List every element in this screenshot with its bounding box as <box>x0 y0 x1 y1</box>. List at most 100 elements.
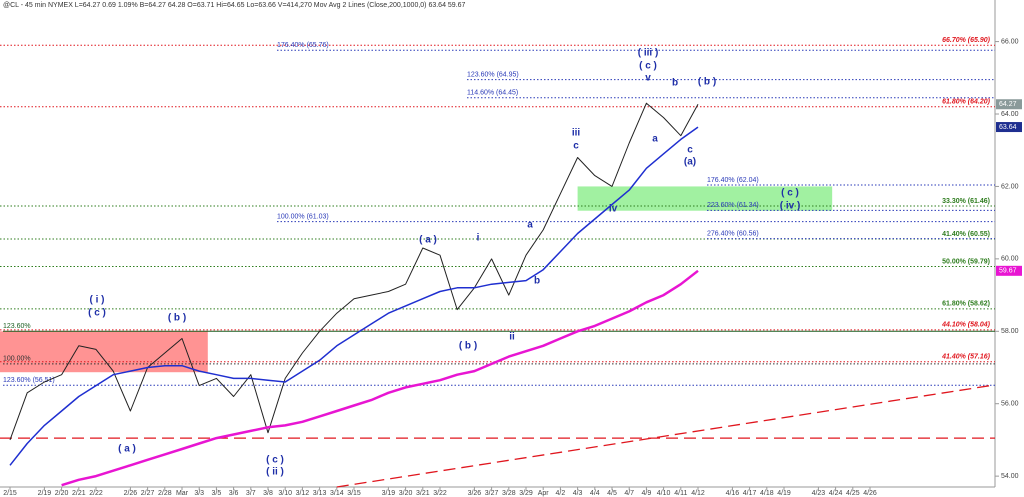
level-label: 66.70% (65.90) <box>942 37 991 44</box>
wave-label: ( c ) <box>266 455 284 466</box>
x-tick-label: 4/18 <box>760 490 774 497</box>
level-label: 276.40% (60.56) <box>707 230 759 237</box>
x-tick-label: 2/15 <box>3 490 17 497</box>
wave-label: ( iii ) <box>638 48 659 59</box>
level-label: 100.00% (61.03) <box>277 213 329 220</box>
level-label: 176.40% (65.76) <box>277 42 329 49</box>
series-line <box>9 126 699 466</box>
price-tag <box>996 122 1022 133</box>
wave-label: ( ii ) <box>266 467 284 478</box>
wave-label: ( c ) <box>781 188 799 199</box>
x-tick-label: 3/21 <box>416 490 430 497</box>
x-tick-label: 4/4 <box>590 490 600 497</box>
trendline <box>336 384 991 488</box>
wave-label: b <box>672 78 678 89</box>
x-tick-label: 3/13 <box>313 490 327 497</box>
x-tick-label: 3/10 <box>278 490 292 497</box>
level-label: 123.60% <box>3 323 31 330</box>
wave-label: c <box>573 141 579 152</box>
y-tick-label: 56.00 <box>1001 401 1019 408</box>
wave-label: c <box>687 145 693 156</box>
wave-label: ( a ) <box>118 444 136 455</box>
wave-label: (a) <box>684 157 696 168</box>
x-tick-label: 4/11 <box>674 490 687 497</box>
x-tick-label: 3/6 <box>229 490 239 497</box>
x-tick-label: Apr <box>538 490 550 497</box>
x-tick-label: 3/20 <box>399 490 413 497</box>
x-tick-label: 3/22 <box>433 490 447 497</box>
x-tick-label: 4/3 <box>573 490 583 497</box>
y-tick-label: 62.00 <box>1001 183 1019 190</box>
y-tick-label: 58.00 <box>1001 328 1019 335</box>
x-tick-label: 3/27 <box>485 490 499 497</box>
x-tick-label: 2/21 <box>72 490 86 497</box>
x-tick-label: 4/10 <box>657 490 671 497</box>
x-tick-label: 3/3 <box>194 490 204 497</box>
level-label: 41.40% (57.16) <box>941 354 991 361</box>
wave-label: ( c ) <box>88 308 106 319</box>
x-tick-label: 4/2 <box>556 490 566 497</box>
wave-label: ( b ) <box>168 313 186 324</box>
wave-label: ( i ) <box>90 295 105 306</box>
x-tick-label: 2/28 <box>158 490 172 497</box>
price-tag <box>996 265 1022 276</box>
x-tick-label: 3/14 <box>330 490 344 497</box>
x-tick-label: Mar <box>176 490 189 497</box>
x-tick-label: 2/26 <box>124 490 138 497</box>
x-tick-label: 4/16 <box>726 490 740 497</box>
level-label: 123.60% (56.51) <box>3 377 55 384</box>
x-tick-label: 3/28 <box>502 490 516 497</box>
wave-label: b <box>534 276 540 287</box>
level-label: 44.10% (58.04) <box>941 322 991 329</box>
series-line <box>61 269 699 487</box>
x-tick-label: 4/24 <box>829 490 843 497</box>
x-tick-label: 3/26 <box>468 490 482 497</box>
x-tick-label: 3/15 <box>347 490 361 497</box>
x-tick-label: 3/29 <box>519 490 533 497</box>
wave-label: v <box>645 73 651 84</box>
x-tick-label: 4/7 <box>624 490 634 497</box>
x-tick-label: 4/9 <box>642 490 652 497</box>
x-tick-label: 2/19 <box>38 490 52 497</box>
level-label: 50.00% (59.79) <box>942 258 990 265</box>
y-tick-label: 66.00 <box>1001 38 1019 45</box>
price-tag <box>996 99 1022 110</box>
x-tick-label: 2/22 <box>89 490 103 497</box>
level-label: 123.60% (64.95) <box>467 71 519 78</box>
level-label: 61.80% (58.62) <box>942 301 990 308</box>
wave-label: i <box>477 233 480 244</box>
wave-label: ( iv ) <box>780 201 801 212</box>
x-tick-label: 3/19 <box>382 490 396 497</box>
level-label: 33.30% (61.46) <box>942 198 990 205</box>
chart-title: @CL - 45 min NYMEX L=64.27 0.69 1.09% B=… <box>3 2 466 9</box>
y-tick-label: 64.00 <box>1001 111 1019 118</box>
x-tick-label: 4/23 <box>812 490 826 497</box>
x-tick-label: 4/17 <box>743 490 757 497</box>
price-tag-label: 59.67 <box>999 268 1017 275</box>
wave-label: a <box>652 134 658 145</box>
price-tag-label: 64.27 <box>999 101 1017 108</box>
price-tag-label: 63.64 <box>999 124 1017 131</box>
x-tick-label: 4/25 <box>846 490 860 497</box>
x-tick-label: 2/27 <box>141 490 155 497</box>
x-tick-label: 4/12 <box>691 490 705 497</box>
wave-label: ( b ) <box>459 341 477 352</box>
wave-label: iii <box>572 128 581 139</box>
level-label: 176.40% (62.04) <box>707 177 759 184</box>
x-tick-label: 3/7 <box>246 490 256 497</box>
y-tick-label: 54.00 <box>1001 473 1019 480</box>
level-label: 223.60% (61.34) <box>707 202 759 209</box>
x-tick-label: 4/19 <box>777 490 791 497</box>
level-label: 100.00% <box>3 356 31 363</box>
x-tick-label: 2/20 <box>55 490 69 497</box>
x-tick-label: 3/8 <box>263 490 273 497</box>
wave-label: ( a ) <box>419 235 437 246</box>
wave-label: iv <box>609 204 618 215</box>
wave-label: ( b ) <box>698 77 716 88</box>
x-tick-label: 3/12 <box>296 490 310 497</box>
wave-label: a <box>527 220 533 231</box>
wave-label: ( c ) <box>639 61 657 72</box>
wave-label: ii <box>509 332 515 343</box>
